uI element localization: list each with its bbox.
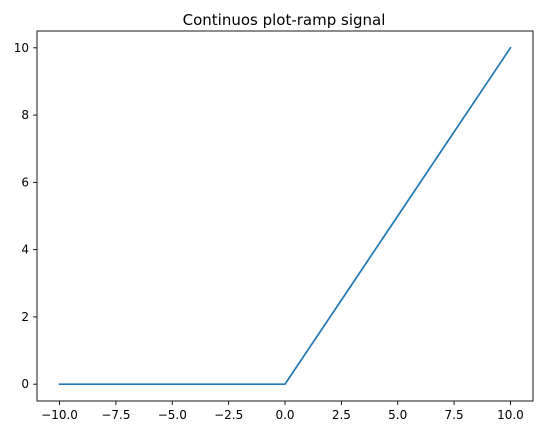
y-tick-label: 6 [21,175,29,189]
x-tick-label: 5.0 [388,408,407,422]
x-tick-label: 2.5 [332,408,351,422]
x-tick-label: 0.0 [275,408,294,422]
y-tick-label: 8 [21,108,29,122]
plot-area [58,46,512,386]
series-line-0 [58,46,512,386]
axes: −10.0 −7.5 −5.0 −2.5 0.0 2.5 5.0 7.5 10.0 0 2 4 6 8 10 [14,30,534,422]
x-tick-label: −7.5 [101,408,130,422]
x-tick-label: −10.0 [41,408,78,422]
y-tick-label: 0 [21,377,29,391]
chart-title: Continuos plot-ramp signal [183,11,386,29]
x-tick-label: −2.5 [214,408,243,422]
x-tick-label: −5.0 [158,408,187,422]
axes-frame [36,30,534,402]
x-tick-label: 10.0 [497,408,524,422]
x-tick-label: 7.5 [445,408,464,422]
y-tick-label: 4 [21,243,29,257]
y-tick-label: 2 [21,310,29,324]
y-tick-label: 10 [14,41,29,55]
